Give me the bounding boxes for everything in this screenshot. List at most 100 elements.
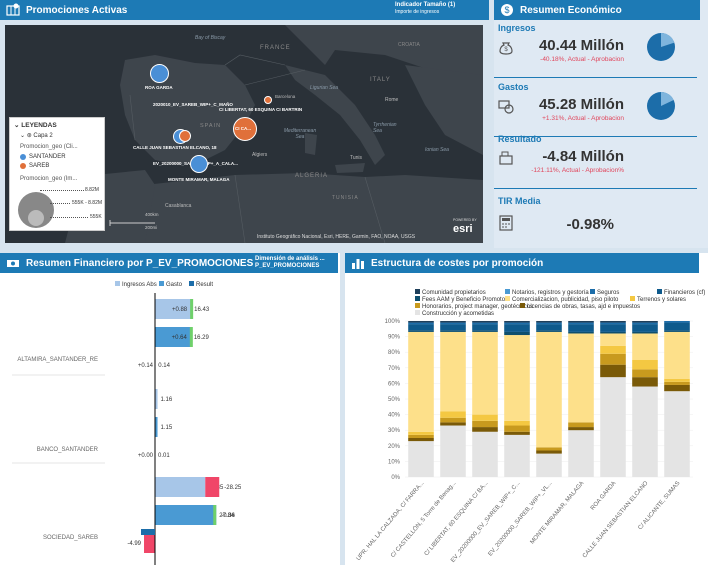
map-point-valencia[interactable] xyxy=(233,117,257,141)
map-point-barcelona[interactable] xyxy=(264,96,272,104)
econ-variance: +1.31%, Actual - Aprobacion xyxy=(542,115,624,122)
stack-segment xyxy=(408,324,434,331)
stack-segment xyxy=(472,324,498,331)
stack-segment xyxy=(472,431,498,477)
econ-variance: -121.11%, Actual - Aprobacion% xyxy=(531,167,624,174)
fin-panel: Resumen Financiero por P_EV_PROMOCIONES … xyxy=(0,253,340,565)
category-label: MONTE MIRAMAR, MALAGA xyxy=(530,480,586,545)
point-label: 2020010_EV_SAREB_WIP+_C_MAÑO xyxy=(153,102,233,107)
point-label: CI LIBERTAT, 60 ESQUINA CI BARTRIN xyxy=(219,107,303,112)
variance-bar xyxy=(213,505,217,525)
legend-size-line xyxy=(40,190,84,191)
stack-segment xyxy=(536,453,562,477)
econ-value: -0.98% xyxy=(566,216,614,233)
label-ligurian: Ligurian Sea xyxy=(310,85,339,91)
econ-row-resultado: Resultado -4.84 Millón -121.11%, Actual … xyxy=(494,130,697,189)
stack-segment xyxy=(568,321,594,323)
stack-segment xyxy=(440,330,466,332)
map-legend[interactable]: ⌄ LEYENDAS ⌄ ⊛ Capa 2 Promocion_geo (Cli… xyxy=(9,117,105,231)
chevron-down-icon[interactable]: ⌄ xyxy=(14,122,20,129)
legend-size3: 555K xyxy=(90,214,102,220)
y-tick: 80% xyxy=(388,350,401,356)
stack-segment xyxy=(472,322,498,325)
econ-pie-gastos xyxy=(647,92,675,120)
label-france: FRANCE xyxy=(260,45,291,51)
stack-segment xyxy=(632,331,658,334)
econ-label: Resultado xyxy=(498,134,542,144)
variance-label: -28.25 xyxy=(224,485,242,491)
map-point-madrid-2[interactable] xyxy=(179,130,191,142)
indicator-label: Indicador Tamaño (1) Importe de ingresos xyxy=(395,2,455,16)
costs-header: Estructura de costes por promoción xyxy=(345,253,699,273)
y-tick: 70% xyxy=(388,366,401,372)
bar xyxy=(144,533,155,553)
value-label: 0.01 xyxy=(158,453,170,459)
svg-text:$: $ xyxy=(504,5,509,15)
stack-segment xyxy=(632,333,658,360)
bar xyxy=(155,299,192,319)
bar xyxy=(155,505,217,525)
map-point-roa-garda[interactable] xyxy=(150,64,169,83)
money-bag-icon: $ xyxy=(498,39,514,55)
legend-item-label: SAREB xyxy=(29,163,50,169)
category-label: C/ CASTELLÓN, 5 Torre de Benag... xyxy=(389,480,457,560)
stack-segment xyxy=(408,321,434,323)
legend-swatch xyxy=(630,296,635,301)
legend-size-small xyxy=(28,210,44,226)
fin-dimension[interactable]: Dimensión de análisis ... P_EV_PROMOCION… xyxy=(255,256,325,270)
bar xyxy=(155,477,206,497)
stack-segment xyxy=(632,386,658,477)
category-label: CALLE JUAN SEBASTIAN ELCANO xyxy=(582,480,650,559)
value-label: 1.16 xyxy=(161,397,173,403)
category-label: UPR. HAL LA CALZADA, C/ FARRA... xyxy=(356,480,426,562)
econ-pie-ingresos xyxy=(647,33,675,61)
legend-label: Terrenos y solares xyxy=(637,297,686,303)
legend-swatch xyxy=(520,303,525,308)
map-attribution: Instituto Geográfico Nacional, Esri, HER… xyxy=(257,234,416,240)
category-label: EV_20200000_EV_SAREB_WIP+_C... xyxy=(450,480,522,564)
legend-label: Licencias de obras, tasas, ajd e impuest… xyxy=(527,304,640,310)
legend-swatch xyxy=(159,281,164,286)
stack-segment xyxy=(504,420,530,426)
legend-layer[interactable]: ⌄ ⊛ Capa 2 xyxy=(20,132,53,139)
variance-bar xyxy=(189,327,193,347)
stack-segment xyxy=(408,431,434,435)
promociones-title: Promociones Activas xyxy=(26,4,128,16)
stack-segment xyxy=(408,438,434,442)
legend-label: Comunidad propietarios xyxy=(422,290,486,296)
stack-segment xyxy=(408,434,434,438)
variance-label: +0.64 xyxy=(172,335,188,341)
stack-segment xyxy=(408,331,434,432)
stack-segment xyxy=(664,321,690,323)
stack-segment xyxy=(600,331,626,334)
stack-segment xyxy=(600,333,626,346)
costs-panel: Estructura de costes por promoción Comun… xyxy=(345,253,708,565)
label-tyrrhenian: Tyrrhenian Sea xyxy=(373,122,397,134)
stack-segment xyxy=(632,369,658,378)
variance-bar xyxy=(190,299,194,319)
stack-segment xyxy=(536,331,562,448)
stack-segment xyxy=(472,414,498,421)
scale-km: 400km xyxy=(145,212,159,217)
y-tick: 100% xyxy=(385,319,401,325)
label-biscay: Bay of Biscay xyxy=(195,35,226,41)
stack-segment xyxy=(568,427,594,431)
legend-title-text: LEYENDAS xyxy=(21,122,57,129)
category-label: ALTAMIRA_SANTANDER_RE xyxy=(17,357,98,363)
variance-label: +0.88 xyxy=(172,307,188,313)
y-tick: 0% xyxy=(391,475,400,481)
map-point-malaga[interactable] xyxy=(190,155,208,173)
stack-segment xyxy=(664,391,690,477)
fin-header: Resumen Financiero por P_EV_PROMOCIONES … xyxy=(0,253,338,273)
bar xyxy=(155,327,191,347)
label-tunisia: TUNISIA xyxy=(332,195,359,201)
stack-segment xyxy=(632,321,658,323)
result-neg-marker xyxy=(141,529,155,535)
econ-value: 45.28 Millón xyxy=(538,96,624,113)
label-croatia: CROATIA xyxy=(398,42,420,48)
econ-variance: -40.18%, Actual - Aprobacion xyxy=(540,56,624,63)
variance-label: +0.00 xyxy=(138,453,154,459)
stack-segment xyxy=(632,377,658,387)
econ-row-gastos: Gastos 45.28 Millón +1.31%, Actual - Apr… xyxy=(494,78,697,137)
legend-label: Result xyxy=(196,282,213,288)
